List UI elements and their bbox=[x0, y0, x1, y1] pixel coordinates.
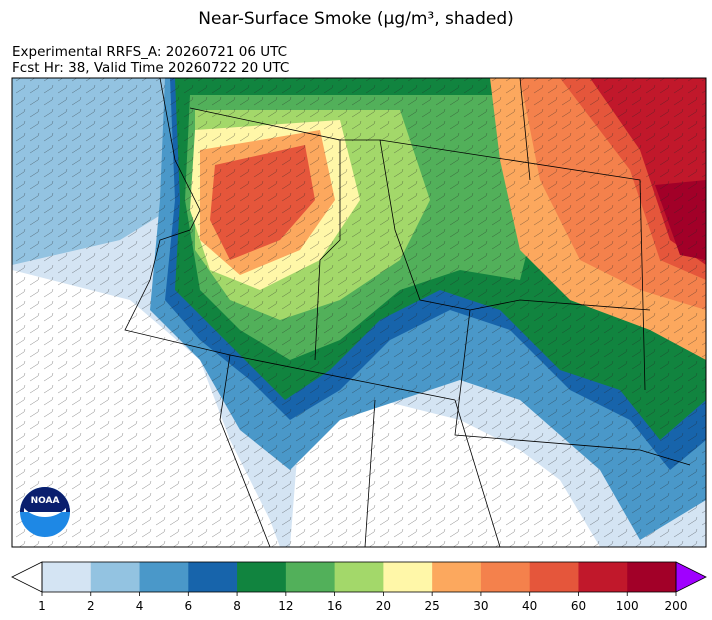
colorbar-segment bbox=[627, 562, 677, 592]
wind-barbs bbox=[12, 78, 706, 547]
colorbar-segment bbox=[188, 562, 238, 592]
colorbar-tick-label: 8 bbox=[233, 599, 241, 613]
svg-text:NOAA: NOAA bbox=[31, 496, 60, 506]
colorbar-tick-label: 20 bbox=[376, 599, 391, 613]
colorbar-tick-label: 12 bbox=[278, 599, 293, 613]
colorbar-segment bbox=[285, 562, 336, 592]
colorbar-segment bbox=[529, 562, 579, 592]
colorbar-tick-label: 2 bbox=[87, 599, 95, 613]
colorbar-frame bbox=[41, 561, 677, 593]
colorbar-tick-label: 100 bbox=[616, 599, 639, 613]
colorbar-segment bbox=[90, 562, 141, 592]
colorbar-tick-label: 1 bbox=[38, 599, 46, 613]
colorbar-tick-label: 40 bbox=[522, 599, 537, 613]
colorbar-segment bbox=[383, 562, 433, 592]
colorbar-segment bbox=[578, 562, 628, 592]
subtitle-line: Fcst Hr: 38, Valid Time 20260722 20 UTC bbox=[12, 60, 289, 76]
colorbar-tick-label: 4 bbox=[136, 599, 144, 613]
title: Near-Surface Smoke (μg/m³, shaded) bbox=[198, 9, 514, 29]
colorbar-segment bbox=[139, 562, 189, 592]
colorbar-segment bbox=[237, 562, 287, 592]
map bbox=[12, 78, 706, 547]
state-boundaries bbox=[124, 78, 691, 547]
colorbar-over-arrow bbox=[675, 561, 707, 593]
colorbar: 1 2 4 6 8 12 16 20 25 30 40 60 100 200 bbox=[11, 561, 707, 613]
colorbar-tick-label: 200 bbox=[665, 599, 688, 613]
colorbar-tick-label: 16 bbox=[327, 599, 342, 613]
colorbar-segment bbox=[480, 562, 531, 592]
map-frame bbox=[11, 77, 707, 548]
colorbar-under-arrow bbox=[11, 561, 43, 593]
colorbar-tick-label: 25 bbox=[425, 599, 440, 613]
colorbar-tick-label: 30 bbox=[473, 599, 488, 613]
colorbar-segment bbox=[42, 562, 92, 592]
colorbar-tick-label: 60 bbox=[571, 599, 586, 613]
colorbar-segment bbox=[334, 562, 384, 592]
noaa-logo: NOAA bbox=[20, 487, 70, 537]
subtitle-line: Experimental RRFS_A: 20260721 06 UTC bbox=[12, 44, 287, 60]
colorbar-tick-label: 6 bbox=[184, 599, 192, 613]
colorbar-segment bbox=[432, 562, 482, 592]
